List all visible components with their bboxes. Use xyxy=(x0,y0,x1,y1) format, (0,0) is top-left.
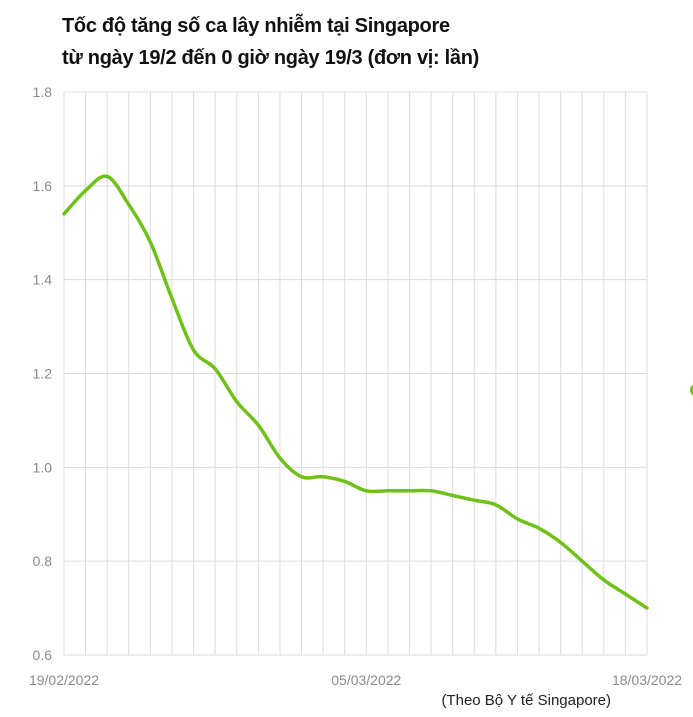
y-tick-label: 0.6 xyxy=(33,647,53,663)
y-tick-label: 0.8 xyxy=(33,553,53,569)
series-line xyxy=(62,174,649,610)
y-axis-tick-labels: 0.6 0.8 1.0 1.2 1.4 1.6 1.8 xyxy=(33,84,53,663)
x-tick-label: 05/03/2022 xyxy=(331,672,401,688)
chart-title-line-2: từ ngày 19/2 đến 0 giờ ngày 19/3 (đơn vị… xyxy=(62,47,480,69)
horizontal-gridlines xyxy=(64,91,647,656)
source-note: (Theo Bộ Y tế Singapore) xyxy=(441,692,611,709)
x-tick-label: 18/03/2022 xyxy=(612,672,682,688)
chart-title: Tốc độ tăng số ca lây nhiễm tại Singapor… xyxy=(62,10,662,74)
x-tick-label: 19/02/2022 xyxy=(29,672,99,688)
x-axis-tick-labels: 19/02/2022 05/03/2022 18/03/2022 xyxy=(29,672,682,688)
y-tick-label: 1.6 xyxy=(33,178,53,194)
y-tick-label: 1.0 xyxy=(33,459,53,475)
chart-title-line-1: Tốc độ tăng số ca lây nhiễm tại Singapor… xyxy=(62,15,450,37)
y-tick-label: 1.8 xyxy=(33,84,53,100)
edge-marker xyxy=(690,385,693,395)
series-layer xyxy=(62,174,649,610)
y-tick-label: 1.2 xyxy=(33,366,53,382)
y-tick-label: 1.4 xyxy=(33,272,53,288)
